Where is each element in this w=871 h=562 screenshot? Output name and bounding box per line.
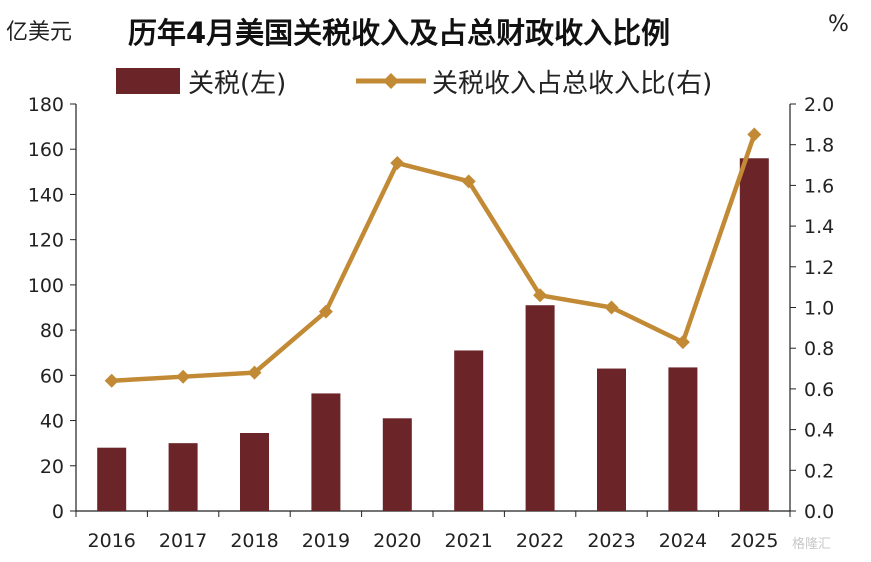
x-label-2025: 2025 — [730, 530, 778, 552]
left-axis-unit: 亿美元 — [6, 20, 73, 45]
right-tick-label: 0.4 — [804, 420, 834, 442]
point-2019 — [318, 304, 333, 319]
ratio-line — [111, 133, 757, 384]
left-tick-label: 100 — [28, 275, 64, 297]
left-tick-label: 80 — [40, 320, 64, 342]
axes: 0 20 40 60 80 100 120 140 160 180 0.0 0.2 0.4 0.6 0.8 1… — [28, 94, 834, 523]
point-2021 — [461, 174, 476, 189]
right-tick-label: 1.4 — [804, 216, 834, 238]
left-tick-label: 140 — [28, 184, 64, 206]
point-2023 — [604, 300, 619, 315]
x-label-2018: 2018 — [230, 530, 278, 552]
bar-2021 — [454, 350, 484, 511]
point-2024 — [675, 335, 690, 350]
bar-2024 — [668, 367, 698, 511]
x-label-2016: 2016 — [88, 530, 136, 552]
left-tick-label: 60 — [40, 365, 64, 387]
right-tick-label: 2.0 — [804, 94, 834, 116]
x-label-2023: 2023 — [587, 530, 635, 552]
x-label-2024: 2024 — [659, 530, 707, 552]
right-tick-label: 1.2 — [804, 257, 834, 279]
chart-title: 历年4月美国关税收入及占总财政收入比例 — [128, 16, 671, 50]
bar-series — [97, 158, 769, 511]
left-tick-label: 180 — [28, 94, 64, 116]
legend-line-label: 关税收入占总收入比(右) — [432, 69, 712, 99]
point-2018 — [247, 365, 262, 380]
legend-line-marker — [383, 73, 399, 89]
point-2017 — [176, 369, 191, 384]
right-axis-unit: % — [828, 12, 849, 37]
right-tick-label: 0.2 — [804, 460, 834, 482]
point-2022 — [533, 288, 548, 303]
legend-bar-swatch — [116, 68, 180, 94]
bar-2020 — [382, 418, 412, 511]
legend: 关税(左) 关税收入占总收入比(右) — [116, 68, 712, 99]
bar-2022 — [525, 305, 555, 511]
x-label-2020: 2020 — [373, 530, 421, 552]
right-tick-label: 0.6 — [804, 379, 834, 401]
point-2025 — [747, 127, 762, 142]
left-tick-label: 160 — [28, 139, 64, 161]
left-tick-label: 120 — [28, 230, 64, 252]
right-tick-label: 1.8 — [804, 135, 834, 157]
x-label-2022: 2022 — [516, 530, 564, 552]
right-tick-label: 1.6 — [804, 175, 834, 197]
left-tick-label: 20 — [40, 456, 64, 478]
x-label-2017: 2017 — [159, 530, 207, 552]
watermark-logo: 格隆汇 — [792, 537, 832, 552]
left-tick-label: 40 — [40, 411, 64, 433]
bar-2018 — [240, 432, 269, 511]
right-tick-label: 1.0 — [804, 298, 834, 320]
bar-2017 — [168, 443, 198, 511]
bar-2016 — [97, 447, 127, 511]
x-label-2019: 2019 — [302, 530, 350, 552]
x-label-2021: 2021 — [445, 530, 493, 552]
x-axis-labels: 2016 2017 2018 2019 2020 2021 2022 2023 2024 2025 — [88, 530, 779, 552]
left-tick-label: 0 — [52, 501, 64, 523]
right-tick-label: 0.0 — [804, 501, 834, 523]
point-2016 — [104, 373, 119, 388]
point-2020 — [390, 156, 405, 171]
bar-2025 — [739, 158, 769, 511]
line-series — [104, 127, 762, 388]
legend-bar-label: 关税(左) — [188, 69, 286, 99]
right-tick-label: 0.8 — [804, 338, 834, 360]
bar-2023 — [597, 368, 626, 511]
bar-2019 — [311, 393, 341, 511]
